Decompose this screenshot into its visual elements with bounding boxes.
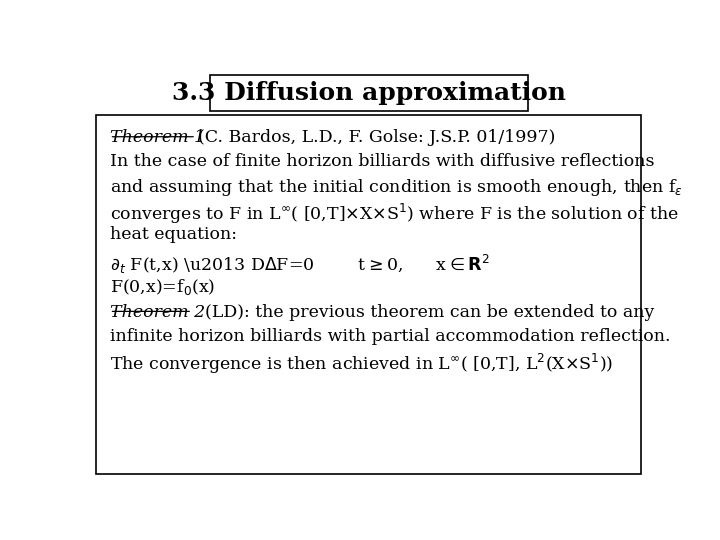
Text: converges to F in L$^{\infty}$( [0,T]$\times$X$\times$S$^1$) where F is the solu: converges to F in L$^{\infty}$( [0,T]$\t…	[109, 201, 678, 226]
Text: 3.3 Diffusion approximation: 3.3 Diffusion approximation	[172, 81, 566, 105]
Text: (C. Bardos, L.D., F. Golse: J.S.P. 01/1997): (C. Bardos, L.D., F. Golse: J.S.P. 01/19…	[198, 129, 555, 146]
Text: $\partial_t$ F(t,x) \u2013 D$\Delta$F=0        t$\geq$0,      x$\in\mathbf{R}^2$: $\partial_t$ F(t,x) \u2013 D$\Delta$F=0 …	[109, 253, 489, 276]
FancyBboxPatch shape	[96, 114, 642, 474]
Text: The convergence is then achieved in L$^{\infty}$( [0,T], L$^2$(X$\times$S$^1$)): The convergence is then achieved in L$^{…	[109, 352, 613, 376]
FancyBboxPatch shape	[210, 75, 528, 111]
Text: Theorem 1: Theorem 1	[109, 129, 204, 146]
Text: Theorem 2: Theorem 2	[109, 304, 204, 321]
Text: (LD): the previous theorem can be extended to any: (LD): the previous theorem can be extend…	[194, 304, 654, 321]
Text: infinite horizon billiards with partial accommodation reflection.: infinite horizon billiards with partial …	[109, 328, 670, 345]
Text: heat equation:: heat equation:	[109, 226, 237, 242]
Text: F(0,x)=f$_0$(x): F(0,x)=f$_0$(x)	[109, 277, 215, 297]
Text: and assuming that the initial condition is smooth enough, then f$_\varepsilon$: and assuming that the initial condition …	[109, 178, 683, 199]
Text: In the case of finite horizon billiards with diffusive reflections: In the case of finite horizon billiards …	[109, 153, 654, 170]
